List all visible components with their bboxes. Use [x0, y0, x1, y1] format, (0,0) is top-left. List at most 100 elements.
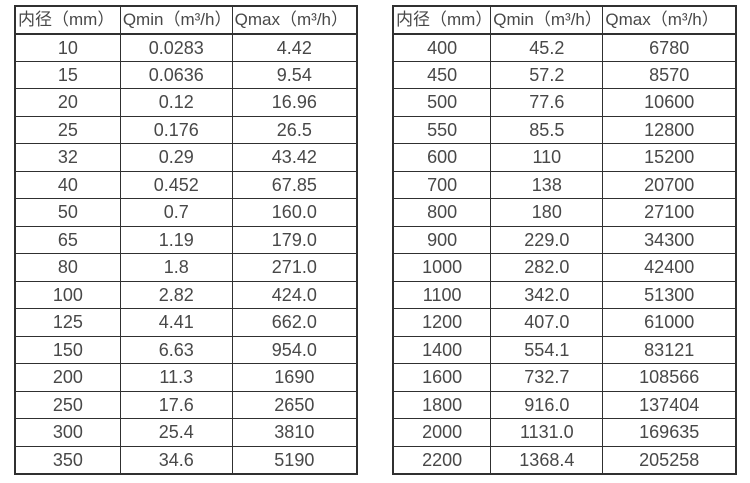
table-row: 700 138 20700: [392, 170, 737, 199]
table-cell: 900: [392, 225, 492, 254]
table-cell: 138: [490, 170, 604, 199]
column-header: 内径（mm）: [14, 5, 121, 35]
table-cell: 5190: [231, 445, 358, 474]
table-cell: 1100: [392, 280, 492, 309]
table-cell: 400: [392, 33, 492, 62]
table-cell: 2000: [392, 418, 492, 447]
table-row: 350 34.6 5190: [14, 445, 358, 474]
table-cell: 1800: [392, 390, 492, 419]
table-cell: 662.0: [231, 308, 358, 337]
table-row: 1200 407.0 61000: [392, 308, 737, 337]
header-row: 内径（mm） Qmin（m³/h） Qmax（m³/h）: [14, 5, 358, 35]
table-cell: 57.2: [490, 60, 604, 89]
table-row: 100 2.82 424.0: [14, 280, 358, 309]
table-cell: 0.12: [119, 88, 233, 117]
table-cell: 42400: [602, 253, 737, 282]
table-cell: 100: [14, 280, 121, 309]
table-cell: 4.41: [119, 308, 233, 337]
table-row: 1800 916.0 137404: [392, 390, 737, 419]
table-cell: 550: [392, 115, 492, 144]
table-row: 25 0.176 26.5: [14, 115, 358, 144]
table-cell: 11.3: [119, 363, 233, 392]
table-cell: 180: [490, 198, 604, 227]
column-header: Qmax（m³/h）: [231, 5, 358, 35]
table-cell: 108566: [602, 363, 737, 392]
table-row: 150 6.63 954.0: [14, 335, 358, 364]
table-row: 1400 554.1 83121: [392, 335, 737, 364]
table-cell: 137404: [602, 390, 737, 419]
table-cell: 34.6: [119, 445, 233, 474]
table-row: 40 0.452 67.85: [14, 170, 358, 199]
table-row: 1600 732.7 108566: [392, 363, 737, 392]
table-cell: 916.0: [490, 390, 604, 419]
table-cell: 34300: [602, 225, 737, 254]
table-row: 2000 1131.0 169635: [392, 418, 737, 447]
table-cell: 43.42: [231, 143, 358, 172]
table-cell: 65: [14, 225, 121, 254]
table-cell: 0.0283: [119, 33, 233, 62]
table-cell: 16.96: [231, 88, 358, 117]
table-cell: 10600: [602, 88, 737, 117]
table-row: 200 11.3 1690: [14, 363, 358, 392]
table-cell: 51300: [602, 280, 737, 309]
header-row: 内径（mm） Qmin（m³/h） Qmax（m³/h）: [392, 5, 737, 35]
table-row: 900 229.0 34300: [392, 225, 737, 254]
column-header: Qmin（m³/h）: [119, 5, 233, 35]
table-cell: 1131.0: [490, 418, 604, 447]
table-cell: 0.29: [119, 143, 233, 172]
table-cell: 342.0: [490, 280, 604, 309]
table-row: 500 77.6 10600: [392, 88, 737, 117]
table-cell: 2.82: [119, 280, 233, 309]
table-row: 15 0.0636 9.54: [14, 60, 358, 89]
table-cell: 407.0: [490, 308, 604, 337]
table-cell: 45.2: [490, 33, 604, 62]
table-row: 32 0.29 43.42: [14, 143, 358, 172]
table-cell: 25: [14, 115, 121, 144]
table-row: 20 0.12 16.96: [14, 88, 358, 117]
table-cell: 1368.4: [490, 445, 604, 474]
table-cell: 25.4: [119, 418, 233, 447]
table-cell: 424.0: [231, 280, 358, 309]
table-cell: 169635: [602, 418, 737, 447]
table-cell: 125: [14, 308, 121, 337]
table-cell: 67.85: [231, 170, 358, 199]
table-cell: 554.1: [490, 335, 604, 364]
table-cell: 150: [14, 335, 121, 364]
table-cell: 1200: [392, 308, 492, 337]
table-cell: 1600: [392, 363, 492, 392]
table-cell: 160.0: [231, 198, 358, 227]
table-cell: 600: [392, 143, 492, 172]
table-cell: 229.0: [490, 225, 604, 254]
table-cell: 0.0636: [119, 60, 233, 89]
table-cell: 1400: [392, 335, 492, 364]
table-cell: 9.54: [231, 60, 358, 89]
flow-table-small-diameter: 内径（mm） Qmin（m³/h） Qmax（m³/h） 10 0.0283 4.42 15…: [14, 5, 358, 475]
table-cell: 15: [14, 60, 121, 89]
table-row: 2200 1368.4 205258: [392, 445, 737, 474]
table-cell: 250: [14, 390, 121, 419]
table-cell: 450: [392, 60, 492, 89]
table-cell: 1.8: [119, 253, 233, 282]
table-cell: 0.452: [119, 170, 233, 199]
table-cell: 700: [392, 170, 492, 199]
table-cell: 4.42: [231, 33, 358, 62]
table-cell: 50: [14, 198, 121, 227]
table-cell: 83121: [602, 335, 737, 364]
table-cell: 20: [14, 88, 121, 117]
table-cell: 0.176: [119, 115, 233, 144]
table-row: 80 1.8 271.0: [14, 253, 358, 282]
table-row: 550 85.5 12800: [392, 115, 737, 144]
column-header: Qmin（m³/h）: [490, 5, 604, 35]
table-cell: 500: [392, 88, 492, 117]
table-row: 1000 282.0 42400: [392, 253, 737, 282]
table-cell: 1.19: [119, 225, 233, 254]
table-cell: 2650: [231, 390, 358, 419]
table-cell: 954.0: [231, 335, 358, 364]
table-cell: 40: [14, 170, 121, 199]
table-cell: 12800: [602, 115, 737, 144]
table-cell: 179.0: [231, 225, 358, 254]
table-cell: 32: [14, 143, 121, 172]
table-row: 800 180 27100: [392, 198, 737, 227]
table-cell: 1000: [392, 253, 492, 282]
